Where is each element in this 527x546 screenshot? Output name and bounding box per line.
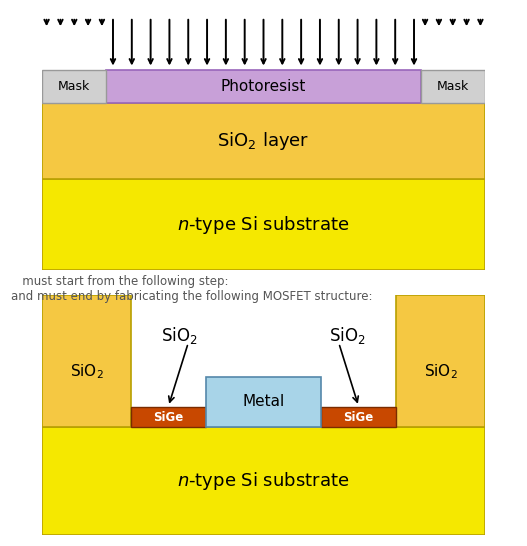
Text: $n$-type Si substrate: $n$-type Si substrate: [178, 470, 349, 492]
Bar: [42, 70, 106, 103]
Bar: [421, 70, 485, 103]
Text: SiO$_2$: SiO$_2$: [424, 363, 457, 381]
Bar: [42, 427, 485, 535]
Bar: [396, 295, 485, 427]
Text: SiGe: SiGe: [153, 411, 183, 424]
Text: SiO$_2$ layer: SiO$_2$ layer: [218, 130, 309, 152]
Text: SiO$_2$: SiO$_2$: [70, 363, 103, 381]
Text: SiO$_2$: SiO$_2$: [329, 325, 366, 346]
Text: Mask: Mask: [58, 80, 90, 93]
Bar: [42, 103, 485, 179]
Text: Photoresist: Photoresist: [221, 79, 306, 94]
Bar: [42, 295, 131, 427]
Text: must start from the following step:: must start from the following step:: [11, 275, 228, 288]
Text: and must end by fabricating the following MOSFET structure:: and must end by fabricating the followin…: [11, 290, 372, 304]
Text: SiGe: SiGe: [344, 411, 374, 424]
Text: Metal: Metal: [242, 394, 285, 410]
Bar: [206, 377, 321, 427]
Text: SiO$_2$: SiO$_2$: [161, 325, 198, 346]
Bar: [131, 407, 206, 427]
Text: Mask: Mask: [437, 80, 469, 93]
Bar: [321, 407, 396, 427]
Bar: [106, 70, 421, 103]
Bar: [131, 413, 396, 427]
Bar: [42, 179, 485, 270]
Text: $n$-type Si substrate: $n$-type Si substrate: [178, 213, 349, 235]
